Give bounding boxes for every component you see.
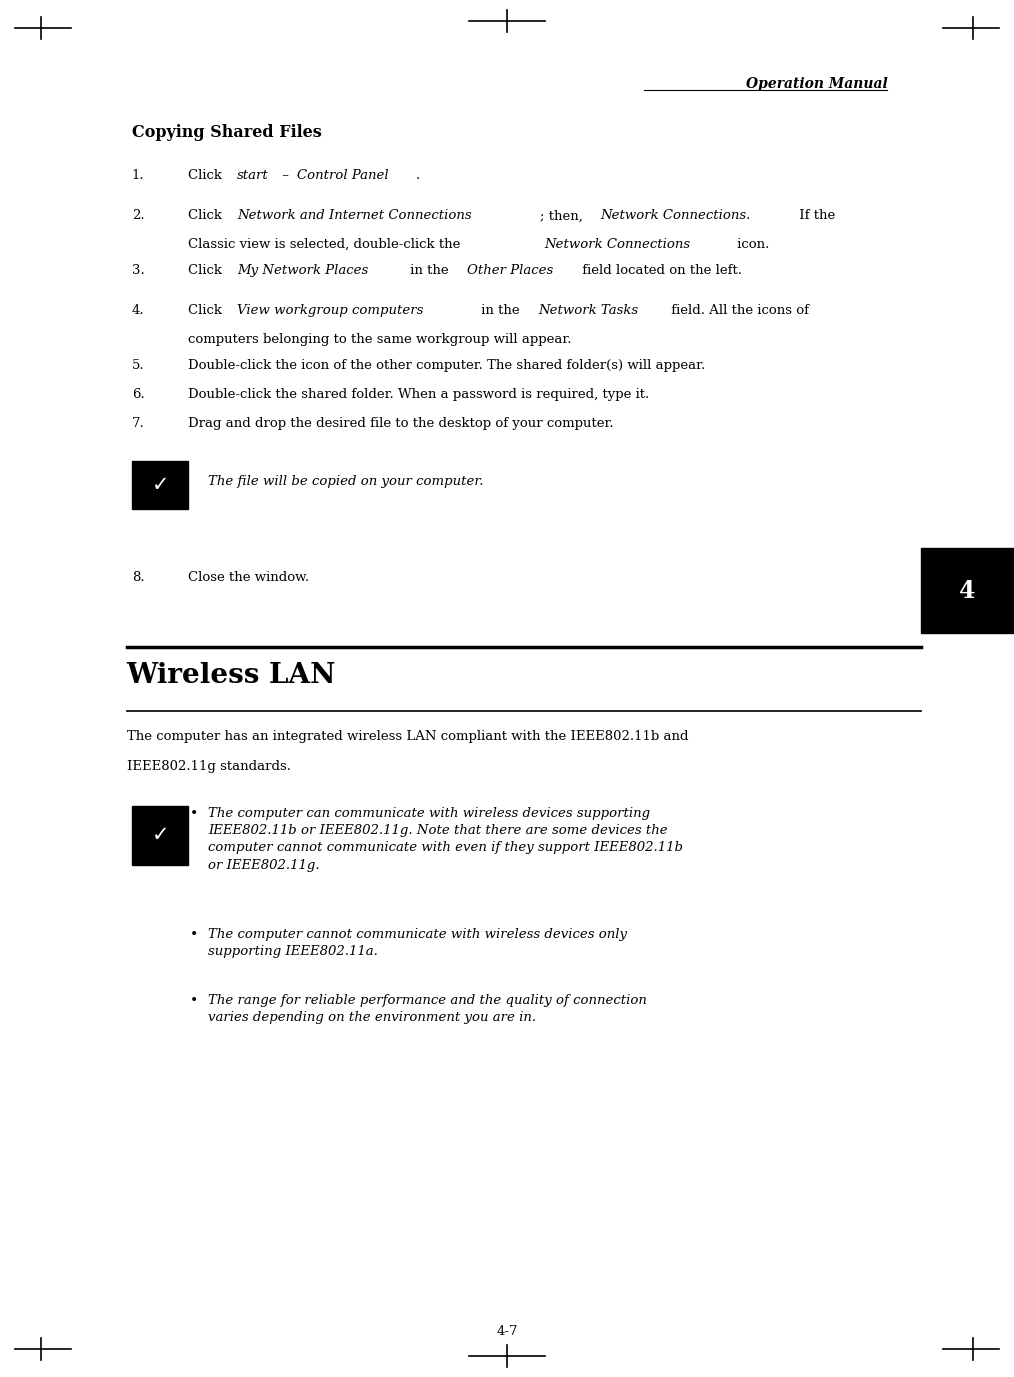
Text: –: – — [278, 169, 293, 182]
Text: ✓: ✓ — [151, 475, 169, 496]
Text: Click: Click — [188, 169, 226, 182]
Text: 8.: 8. — [132, 571, 144, 584]
Text: Classic view is selected, double-click the: Classic view is selected, double-click t… — [188, 238, 464, 251]
Text: Control Panel: Control Panel — [297, 169, 389, 182]
Text: Double-click the shared folder. When a password is required, type it.: Double-click the shared folder. When a p… — [188, 388, 649, 401]
Text: Other Places: Other Places — [466, 264, 553, 277]
Text: The file will be copied on your computer.: The file will be copied on your computer… — [208, 475, 484, 487]
Text: 4.: 4. — [132, 304, 144, 317]
Text: Wireless LAN: Wireless LAN — [127, 662, 337, 690]
FancyBboxPatch shape — [132, 806, 188, 865]
Text: 1.: 1. — [132, 169, 144, 182]
Text: Double-click the icon of the other computer. The shared folder(s) will appear.: Double-click the icon of the other compu… — [188, 359, 705, 372]
Text: 3.: 3. — [132, 264, 145, 277]
Text: Click: Click — [188, 209, 226, 222]
FancyBboxPatch shape — [132, 461, 188, 509]
Text: Close the window.: Close the window. — [188, 571, 308, 584]
Text: Network Tasks: Network Tasks — [537, 304, 638, 317]
Text: Copying Shared Files: Copying Shared Files — [132, 124, 321, 140]
Text: Click: Click — [188, 304, 226, 317]
Text: Network Connections: Network Connections — [545, 238, 691, 251]
Text: 7.: 7. — [132, 417, 145, 430]
Text: in the: in the — [407, 264, 453, 277]
Text: 5.: 5. — [132, 359, 144, 372]
Text: 4-7: 4-7 — [496, 1326, 518, 1338]
Text: .: . — [416, 169, 420, 182]
Text: start: start — [237, 169, 269, 182]
FancyBboxPatch shape — [921, 548, 1014, 633]
Text: My Network Places: My Network Places — [237, 264, 368, 277]
Text: •: • — [190, 928, 198, 942]
Text: field. All the icons of: field. All the icons of — [667, 304, 809, 317]
Text: 2.: 2. — [132, 209, 144, 222]
Text: View workgroup computers: View workgroup computers — [237, 304, 423, 317]
Text: The computer cannot communicate with wireless devices only
supporting IEEE802.11: The computer cannot communicate with wir… — [208, 928, 627, 958]
Text: The computer has an integrated wireless LAN compliant with the IEEE802.11b and: The computer has an integrated wireless … — [127, 730, 689, 742]
Text: Network and Internet Connections: Network and Internet Connections — [237, 209, 472, 222]
Text: If the: If the — [795, 209, 835, 222]
Text: Operation Manual: Operation Manual — [745, 77, 887, 91]
Text: Click: Click — [188, 264, 226, 277]
Text: ; then,: ; then, — [539, 209, 587, 222]
Text: •: • — [190, 807, 198, 821]
Text: icon.: icon. — [733, 238, 770, 251]
Text: 6.: 6. — [132, 388, 145, 401]
Text: IEEE802.11g standards.: IEEE802.11g standards. — [127, 760, 291, 772]
Text: Network Connections.: Network Connections. — [600, 209, 751, 222]
Text: The computer can communicate with wireless devices supporting
IEEE802.11b or IEE: The computer can communicate with wirele… — [208, 807, 682, 872]
Text: Drag and drop the desired file to the desktop of your computer.: Drag and drop the desired file to the de… — [188, 417, 613, 430]
Text: computers belonging to the same workgroup will appear.: computers belonging to the same workgrou… — [188, 333, 571, 346]
Text: ✓: ✓ — [151, 825, 169, 845]
Text: in the: in the — [478, 304, 524, 317]
Text: field located on the left.: field located on the left. — [578, 264, 742, 277]
Text: The range for reliable performance and the quality of connection
varies dependin: The range for reliable performance and t… — [208, 994, 647, 1024]
Text: •: • — [190, 994, 198, 1008]
Text: 4: 4 — [959, 578, 975, 603]
